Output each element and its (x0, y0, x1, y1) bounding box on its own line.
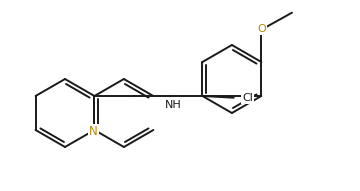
Text: NH: NH (165, 100, 182, 110)
Text: N: N (89, 125, 98, 138)
Text: O: O (257, 24, 266, 34)
Text: Cl: Cl (242, 93, 253, 103)
